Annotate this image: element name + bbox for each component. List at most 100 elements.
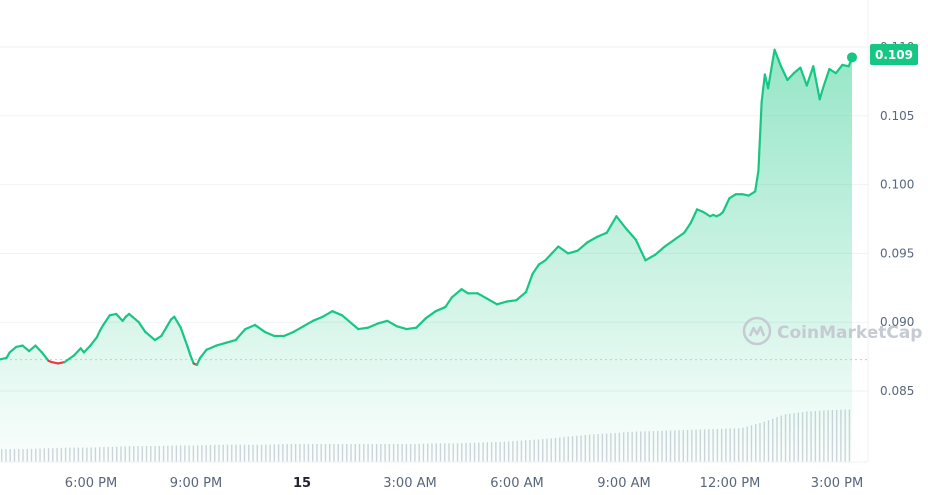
price-line-segment	[215, 341, 228, 347]
price-line-segment	[792, 66, 802, 75]
price-line-segment	[786, 72, 796, 82]
price-line-segment	[557, 245, 570, 255]
price-line-segment	[537, 259, 547, 266]
price-line-segment	[179, 326, 189, 347]
price-line-segment	[311, 315, 324, 322]
price-line-segment	[725, 197, 731, 207]
price-line-segment	[395, 325, 408, 331]
price-line-segment	[198, 348, 208, 360]
price-line-segment	[115, 312, 124, 322]
x-tick-label: 9:00 PM	[170, 476, 222, 491]
price-line-segment	[673, 231, 686, 241]
price-line-segment	[615, 215, 628, 230]
price-line-segment	[131, 315, 140, 324]
price-line-segment	[63, 354, 76, 364]
x-tick-label: 3:00 PM	[811, 476, 863, 491]
price-line-segment	[741, 193, 750, 197]
price-line-segment	[586, 235, 599, 244]
price-line-segment	[73, 347, 82, 357]
price-line-segment	[605, 215, 618, 234]
price-line-segment	[773, 48, 783, 68]
price-line-segment	[321, 310, 334, 318]
price-line-segment	[186, 344, 192, 357]
y-tick-label: 0.090	[880, 315, 914, 329]
price-line-segment	[812, 65, 821, 101]
x-tick-label: 6:00 PM	[65, 476, 117, 491]
price-line-segment	[460, 288, 470, 295]
price-line-segment	[376, 319, 389, 325]
price-line-segment	[292, 325, 305, 333]
price-line-segment	[595, 231, 608, 238]
price-line-segment	[505, 299, 518, 303]
price-line-segment	[350, 322, 360, 331]
price-line-segment	[721, 204, 728, 214]
price-line-segment	[189, 354, 195, 365]
price-line-segment	[302, 319, 315, 328]
x-tick-label: 9:00 AM	[597, 476, 650, 491]
price-line-segment	[137, 321, 147, 333]
price-line-segment	[663, 238, 676, 248]
price-line-segment	[818, 87, 825, 101]
price-line-segment	[576, 241, 589, 252]
y-tick-label: 0.095	[880, 246, 914, 260]
price-line-segment	[515, 290, 528, 302]
price-line-segment	[405, 326, 418, 331]
price-line-segment	[263, 330, 276, 338]
price-line-segment	[702, 211, 712, 218]
price-line-segment	[444, 296, 453, 309]
price-line-segment	[34, 344, 44, 354]
price-line-segment	[728, 193, 737, 200]
coinmarketcap-logo-icon	[742, 316, 772, 346]
price-line-segment	[144, 330, 157, 342]
price-line-segment	[531, 263, 541, 276]
price-line-segment	[805, 65, 815, 87]
price-line-segment	[8, 345, 18, 354]
price-line-segment	[757, 100, 763, 172]
price-line-segment	[450, 288, 463, 299]
price-line-segment	[624, 227, 637, 241]
price-line-segment	[160, 318, 173, 338]
price-line-segment	[386, 319, 399, 328]
price-line-segment	[89, 336, 98, 347]
price-line-segment	[654, 245, 666, 256]
price-line-segment	[747, 190, 757, 197]
price-line-segment	[234, 327, 247, 342]
y-tick-label: 0.100	[880, 178, 914, 192]
x-tick-label: 6:00 AM	[490, 476, 543, 491]
current-price-label: 0.109	[875, 48, 913, 62]
price-line-segment	[27, 344, 37, 353]
x-tick-label: 3:00 AM	[383, 476, 436, 491]
current-price-dot	[847, 52, 857, 63]
price-line-segment	[340, 314, 353, 325]
price-line	[0, 48, 857, 366]
x-axis: 6:00 PM 9:00 PM 15 3:00 AM 6:00 AM 9:00 AM 12:…	[0, 461, 868, 491]
price-line-segment	[102, 314, 111, 327]
price-line-segment	[415, 316, 428, 329]
price-line-segment	[566, 249, 579, 255]
price-line-segment	[760, 73, 766, 104]
price-line-segment	[366, 322, 379, 329]
price-line-segment	[282, 330, 295, 338]
price-line-segment	[434, 305, 447, 313]
price-line-segment	[689, 208, 699, 225]
price-line-segment	[754, 169, 760, 193]
price-line-segment	[56, 361, 66, 365]
price-line-segment	[644, 253, 657, 262]
price-line-segment	[82, 344, 92, 354]
price-line-segment	[799, 66, 808, 87]
price-line-segment	[779, 65, 789, 82]
price-area	[0, 49, 852, 462]
price-line-segment	[21, 344, 31, 353]
price-line-segment	[828, 67, 837, 75]
price-line-segment	[424, 310, 437, 320]
x-tick-label: 15	[293, 476, 311, 491]
price-area-fill	[0, 49, 852, 462]
price-line-segment	[634, 238, 647, 262]
price-line-segment	[524, 272, 534, 294]
price-line-segment	[195, 356, 202, 366]
price-line-segment	[357, 326, 370, 331]
price-line-segment	[821, 67, 831, 90]
price-line-segment	[683, 222, 692, 234]
price-line-segment	[486, 297, 499, 306]
price-line-segment	[834, 63, 844, 75]
